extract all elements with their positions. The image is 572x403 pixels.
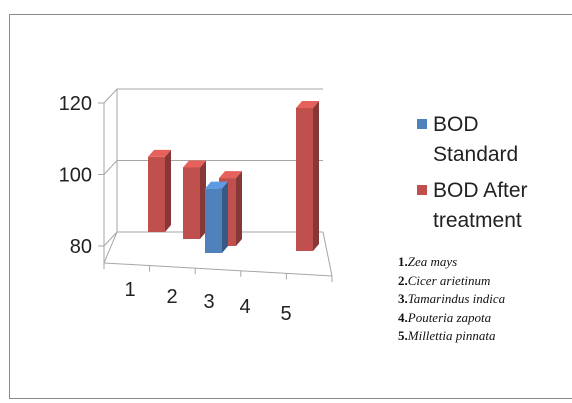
x-axis xyxy=(103,262,333,277)
bar-top xyxy=(296,101,319,108)
species-list: 1.Zea mays 2.Cicer arietinum 3.Tamarindu… xyxy=(398,253,572,346)
x-tick-label: 5 xyxy=(280,303,291,325)
gridline xyxy=(103,88,323,104)
floor-side-edge xyxy=(322,231,333,277)
bar-front xyxy=(148,156,165,232)
x-tick-label: 1 xyxy=(124,279,135,301)
legend-label: BOD Standard xyxy=(433,113,519,166)
species-item: 1.Zea mays xyxy=(398,254,458,269)
bar-top xyxy=(219,171,242,179)
bar-bod-after-treatment-5 xyxy=(296,101,319,251)
bar-front xyxy=(183,167,200,239)
bar-side xyxy=(222,181,228,253)
floor-back-edge xyxy=(103,231,323,264)
bar-bod-after-treatment-2 xyxy=(183,160,206,239)
bar-bod-standard-3 xyxy=(205,181,228,253)
y-tick-label: 120 xyxy=(59,93,92,115)
y-tick-labels: 80 100 120 xyxy=(59,93,92,258)
x-tick-label: 2 xyxy=(166,286,177,308)
bar-front xyxy=(296,108,313,251)
legend-item-bod-standard: BOD Standard xyxy=(417,110,572,170)
bar-side xyxy=(236,171,242,246)
gridline xyxy=(103,160,323,175)
bar-bod-after-treatment-1 xyxy=(148,149,171,232)
legend-swatch-red xyxy=(417,185,427,195)
x-tick-labels: 1 2 3 4 5 xyxy=(124,279,291,325)
chart-frame xyxy=(9,14,572,399)
x-tick-label: 3 xyxy=(203,291,214,313)
bars xyxy=(148,101,319,253)
species-item: 5.Millettia pinnata xyxy=(398,328,496,343)
legend: BOD Standard BOD After treatment xyxy=(417,110,572,242)
bar-side xyxy=(200,160,206,239)
legend-swatch-blue xyxy=(417,119,427,129)
bar-front xyxy=(205,188,222,253)
legend-item-bod-after-treatment: BOD After treatment xyxy=(417,176,572,236)
species-item: 3.Tamarindus indica xyxy=(398,291,506,306)
bar-top xyxy=(205,181,228,189)
legend-label: BOD After treatment xyxy=(433,179,528,232)
x-tick-label: 4 xyxy=(239,296,250,318)
bar-top xyxy=(148,149,171,157)
y-tick-label: 80 xyxy=(70,236,92,258)
bar-side xyxy=(313,101,319,251)
species-item: 4.Pouteria zapota xyxy=(398,309,492,325)
bar-chart-3d: 80 100 120 1 2 3 4 5 xyxy=(59,88,333,325)
bar-side xyxy=(165,149,171,232)
bar-top xyxy=(183,160,206,168)
species-item: 2.Cicer arietinum xyxy=(398,272,491,288)
axes xyxy=(98,89,333,282)
y-tick-label: 100 xyxy=(59,165,92,187)
